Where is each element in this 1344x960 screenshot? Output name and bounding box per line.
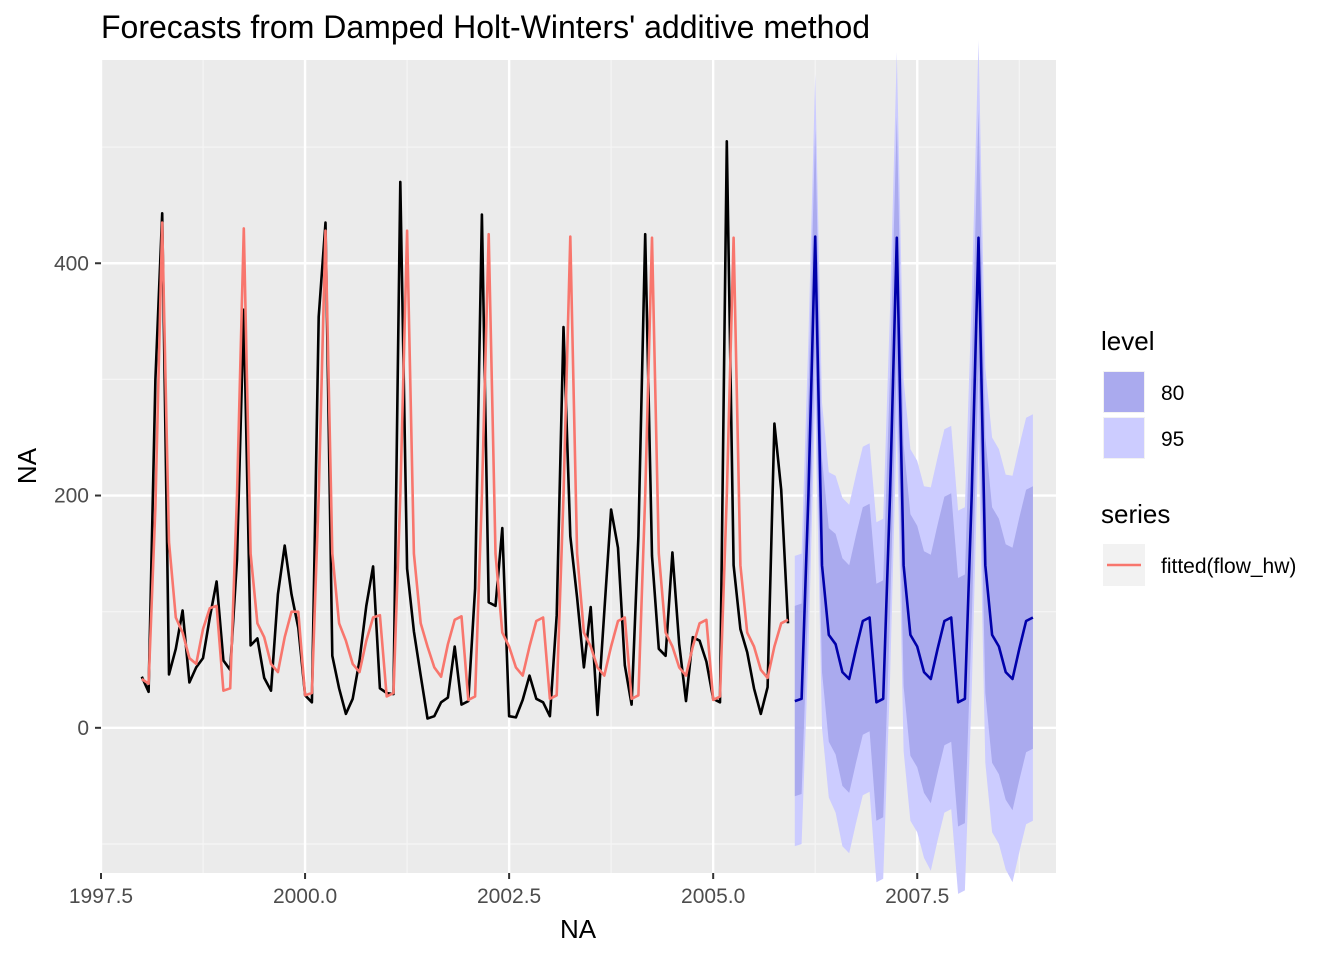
- y-axis-title: NA: [12, 447, 42, 484]
- interval-band-layer: [794, 40, 1033, 894]
- chart-title: Forecasts from Damped Holt-Winters' addi…: [101, 9, 870, 45]
- legend-swatch-80: [1104, 372, 1144, 412]
- x-axis-title: NA: [560, 914, 597, 944]
- legend-title: series: [1101, 499, 1170, 529]
- y-tick-label: 400: [54, 252, 89, 275]
- interval-band-80: [794, 109, 1033, 827]
- forecast-series-line: [794, 235, 1034, 704]
- x-tick-label: 2000.0: [273, 885, 337, 908]
- x-tick-label: 2002.5: [477, 885, 541, 908]
- x-tick-label: 2005.0: [681, 885, 745, 908]
- axis-tick-layer: 1997.5 2000.0 2002.5 2005.0 2007.5 0 200 400: [54, 252, 949, 908]
- legend-title: level: [1101, 326, 1154, 356]
- legend-label: 95: [1161, 428, 1184, 451]
- y-tick-label: 0: [77, 717, 89, 740]
- x-tick-label: 1997.5: [69, 885, 133, 908]
- legend: level 80 95 series fitted(flow_hw): [1101, 326, 1296, 586]
- series-line-layer: [140, 140, 1034, 720]
- legend-label: 80: [1161, 382, 1184, 405]
- x-tick-label: 2007.5: [885, 885, 949, 908]
- observed-series-line: [140, 140, 790, 720]
- y-tick-label: 200: [54, 485, 89, 508]
- fitted-series-line: [141, 221, 789, 702]
- legend-swatch-95: [1104, 418, 1144, 458]
- legend-label: fitted(flow_hw): [1161, 555, 1296, 578]
